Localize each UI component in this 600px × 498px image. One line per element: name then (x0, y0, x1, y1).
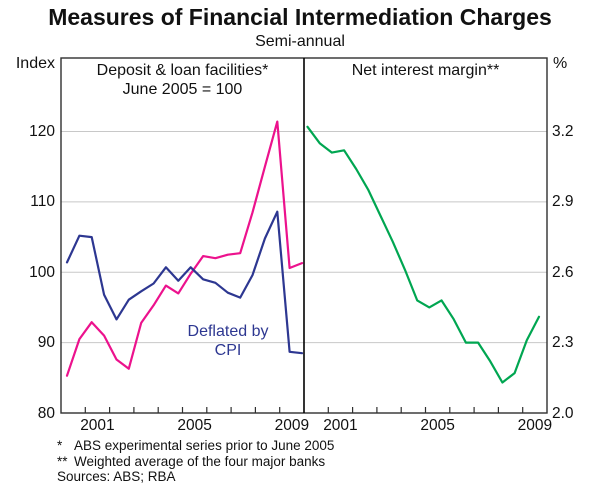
left-axis-tick-label: 110 (30, 193, 55, 211)
x-axis-year-label: 2009 (274, 417, 310, 434)
deflated-by-cpi-annotation: Deflated by CPI (168, 322, 288, 360)
left-axis-unit-label: Index (15, 55, 55, 72)
left-axis-tick-label: 80 (37, 404, 55, 422)
left-panel-title-line2: June 2005 = 100 (122, 81, 243, 98)
sources-line: Sources: ABS; RBA (57, 469, 176, 484)
left-panel-title-line1: Deposit & loan facilities* (96, 62, 269, 79)
left-axis-tick-label: 90 (37, 334, 55, 352)
deposit-loan-facilities-line (65, 120, 304, 377)
right-axis-tick-label: 2.0 (552, 404, 574, 422)
chart-subtitle: Semi-annual (255, 33, 345, 50)
right-panel-title: Net interest margin** (304, 61, 547, 80)
chart-title: Measures of Financial Intermediation Cha… (48, 4, 552, 30)
footnote-2-marker: ** (57, 453, 68, 469)
footnotes: * ABS experimental series prior to June … (57, 438, 334, 485)
right-axis-unit-label: % (553, 55, 568, 72)
footnote-1-text: ABS experimental series prior to June 20… (74, 438, 335, 453)
footnote-2-text: Weighted average of the four major banks (74, 453, 326, 469)
annotation-line2: CPI (214, 342, 242, 359)
net-interest-margin-line (306, 125, 541, 384)
left-axis-tick-label: 100 (29, 263, 55, 281)
footnote-1-marker: * (57, 438, 63, 453)
right-axis-tick-label: 2.3 (552, 334, 574, 352)
right-axis-tick-label: 3.2 (552, 123, 574, 140)
footnote-2: ** Weighted average of the four major ba… (57, 454, 334, 470)
x-axis-year-label: 2005 (420, 417, 455, 434)
x-axis-year-label: 2009 (517, 417, 553, 434)
x-axis-year-label: 2005 (177, 417, 212, 434)
right-panel-title-line1: Net interest margin** (351, 62, 500, 79)
right-axis-tick-label: 2.9 (552, 193, 574, 211)
footnote-1: * ABS experimental series prior to June … (57, 438, 334, 454)
x-axis-year-label: 2001 (323, 417, 358, 434)
annotation-line1: Deflated by (187, 323, 269, 340)
deflated-by-cpi-line (65, 210, 304, 355)
right-axis-tick-label: 2.6 (552, 263, 574, 281)
left-axis-tick-label: 120 (29, 123, 55, 140)
x-axis-year-label: 2001 (80, 417, 115, 434)
left-panel-title: Deposit & loan facilities* June 2005 = 1… (61, 61, 304, 99)
